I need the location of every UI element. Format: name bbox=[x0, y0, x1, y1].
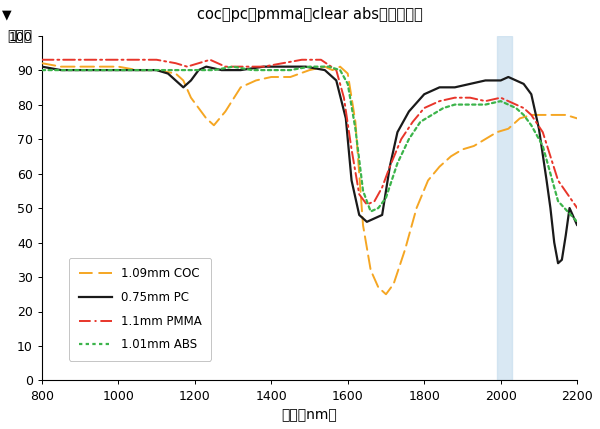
Legend: 1.09mm COC, 0.75mm PC, 1.1mm PMMA, 1.01mm ABS: 1.09mm COC, 0.75mm PC, 1.1mm PMMA, 1.01m… bbox=[69, 258, 211, 361]
Bar bbox=[497, 36, 512, 381]
Text: 折射率: 折射率 bbox=[7, 29, 32, 43]
Title: coc、pc、pmma和clear abs的透射光谱: coc、pc、pmma和clear abs的透射光谱 bbox=[197, 7, 422, 22]
X-axis label: 波长（nm）: 波长（nm） bbox=[281, 408, 337, 422]
Text: ▼: ▼ bbox=[2, 9, 11, 22]
